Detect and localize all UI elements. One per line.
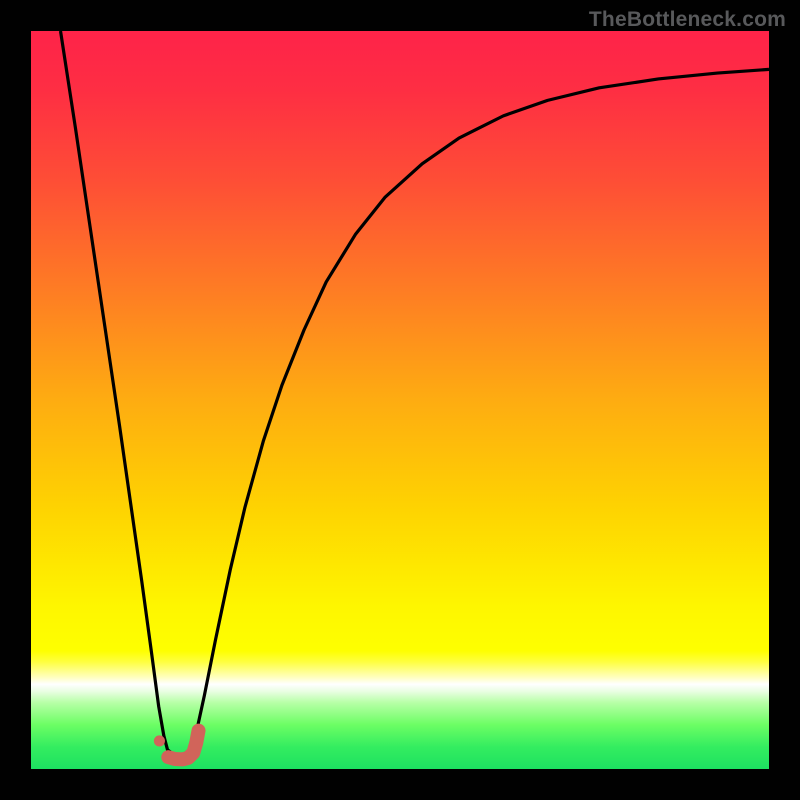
optimal-point-dot: [154, 735, 165, 746]
plot-area: [31, 31, 769, 769]
gradient-background: [31, 31, 769, 769]
chart-frame: TheBottleneck.com: [0, 0, 800, 800]
watermark-text: TheBottleneck.com: [589, 8, 786, 32]
chart-svg: [31, 31, 769, 769]
